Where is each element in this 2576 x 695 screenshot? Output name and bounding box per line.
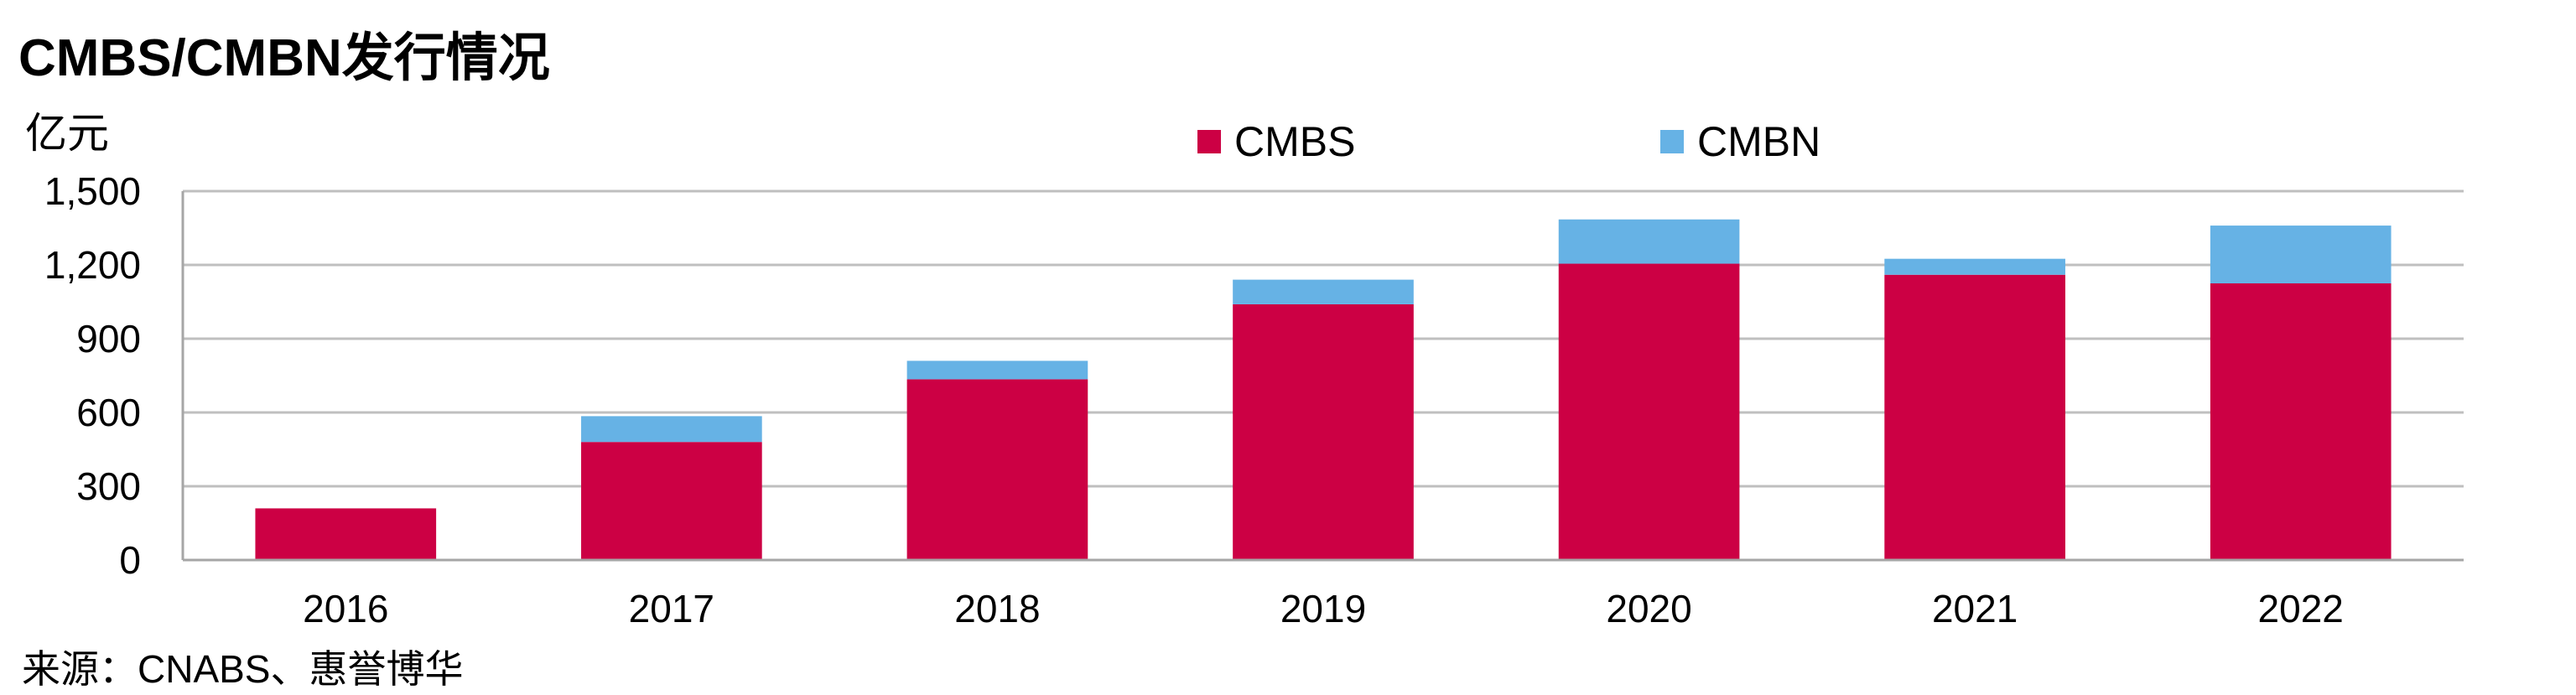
y-axis-unit-label: 亿元: [25, 110, 109, 157]
bar-cmbs-2018: [906, 379, 1088, 560]
bar-cmbn-2020: [1558, 219, 1740, 264]
bar-cmbn-2019: [1233, 279, 1414, 304]
legend-label-cmbs: CMBS: [1234, 118, 1355, 165]
bars: [255, 219, 2392, 560]
y-tick-labels: 0 300 600 900 1,200 1,500: [44, 169, 141, 582]
bar-cmbs-2020: [1558, 263, 1740, 560]
legend-swatch-cmbn: [1660, 130, 1684, 153]
legend-label-cmbn: CMBN: [1697, 118, 1820, 165]
source-note: 来源：CNABS、惠誉博华: [22, 647, 464, 691]
x-tick-label: 2020: [1606, 587, 1691, 630]
x-tick-label: 2019: [1280, 587, 1366, 630]
axes: [181, 191, 2464, 562]
y-tick-label: 900: [76, 317, 141, 360]
bar-cmbs-2016: [255, 508, 437, 560]
y-tick-label: 600: [76, 391, 141, 434]
y-tick-label: 0: [119, 538, 141, 582]
bar-cmbn-2018: [906, 360, 1088, 380]
legend-swatch-cmbs: [1197, 130, 1221, 153]
chart-title: CMBS/CMBN发行情况: [18, 29, 550, 87]
x-tick-label: 2016: [303, 587, 388, 630]
bar-cmbn-2017: [581, 416, 762, 443]
x-tick-label: 2021: [1932, 587, 2018, 630]
x-tick-label: 2018: [954, 587, 1040, 630]
bar-cmbn-2022: [2210, 226, 2392, 283]
y-tick-label: 1,200: [44, 243, 141, 287]
x-tick-labels: 2016 2017 2018 2019 2020 2021 2022: [303, 587, 2344, 630]
x-tick-label: 2022: [2258, 587, 2344, 630]
y-tick-label: 300: [76, 464, 141, 508]
x-tick-label: 2017: [629, 587, 714, 630]
y-tick-label: 1,500: [44, 169, 141, 213]
bar-cmbs-2019: [1233, 303, 1414, 560]
bar-cmbs-2022: [2210, 283, 2392, 560]
bar-cmbs-2017: [581, 442, 762, 560]
bar-cmbn-2021: [1884, 258, 2065, 275]
bar-cmbs-2021: [1884, 274, 2065, 560]
legend: CMBS CMBN: [1197, 118, 1820, 165]
